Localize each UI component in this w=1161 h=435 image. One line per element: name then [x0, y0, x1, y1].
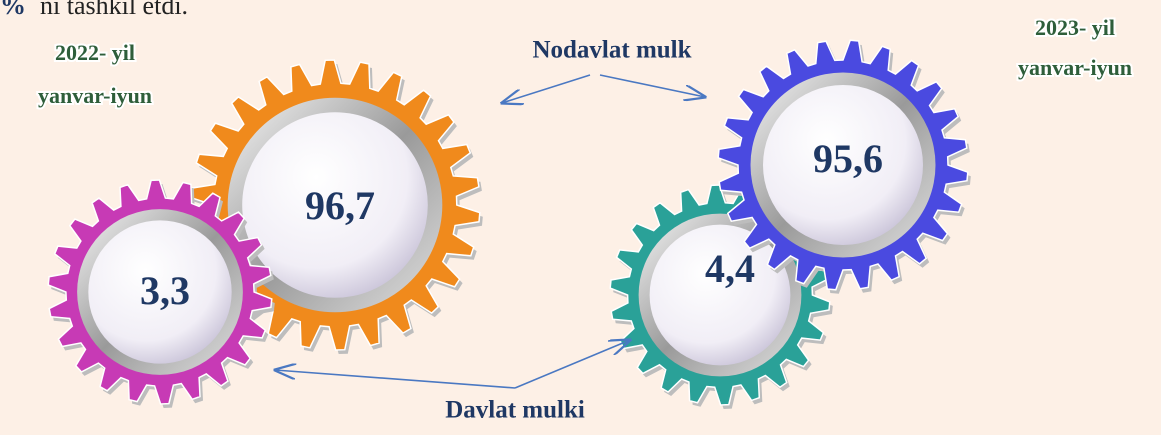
period-months: yanvar-iyun	[1018, 55, 1132, 80]
gear-value: 96,7	[305, 183, 375, 228]
header-text: ni tashkil etdi.	[40, 0, 188, 20]
gear-part	[242, 112, 428, 298]
arrow	[275, 370, 516, 389]
period-months: yanvar-iyun	[38, 83, 152, 108]
gear-value: 4,4	[705, 246, 755, 291]
label-state: Davlat mulki	[445, 397, 585, 424]
arrow	[599, 74, 705, 97]
label-non-state: Nodavlat mulk	[532, 37, 691, 64]
gear	[47, 179, 275, 408]
header-bold: %	[0, 0, 26, 20]
gear	[717, 39, 971, 294]
gear-value: 3,3	[140, 268, 190, 313]
gear-value: 95,6	[813, 136, 883, 181]
gear-part	[649, 224, 791, 366]
gear-part	[763, 85, 923, 245]
gear-part	[88, 220, 232, 364]
period-year: 2022- yil	[55, 40, 135, 65]
period-year: 2023- yil	[1035, 15, 1115, 40]
arrow	[514, 340, 630, 389]
arrow	[502, 74, 591, 103]
